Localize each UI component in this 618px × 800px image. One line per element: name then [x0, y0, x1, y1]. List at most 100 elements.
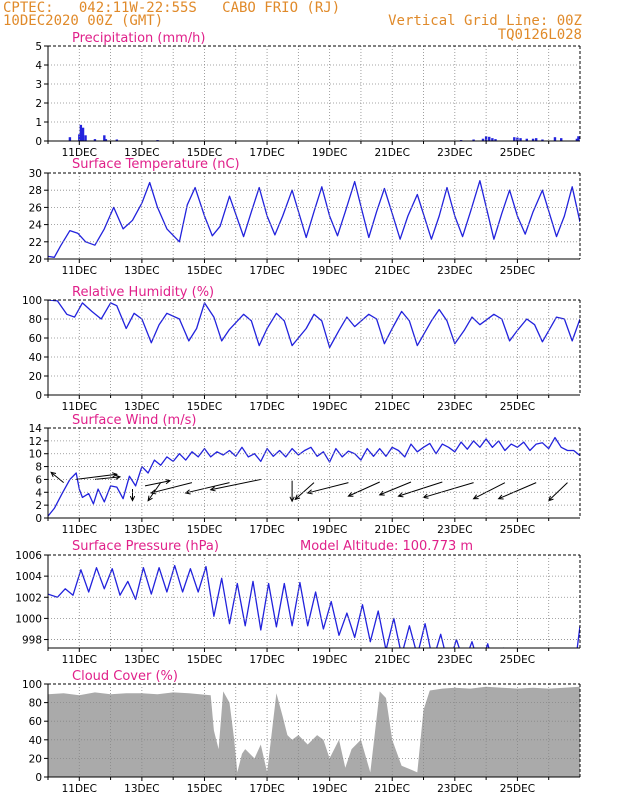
- panel-1: 0 1 2 3 4 5 11DEC 13DEC 15DEC 17DEC 19DEC 21DEC 23DE…: [35, 31, 581, 159]
- y-tick-label: 20: [29, 753, 42, 765]
- x-tick-label: 21DEC: [375, 654, 410, 666]
- x-tick-label: 21DEC: [375, 783, 410, 795]
- wind-arrow-head: [289, 496, 295, 503]
- precip-bar: [553, 137, 557, 141]
- y-tick-label: 60: [29, 716, 42, 728]
- x-tick-label: 25DEC: [500, 401, 535, 413]
- precip-bar: [525, 138, 528, 141]
- x-tick-label: 11DEC: [62, 654, 97, 666]
- y-tick-label: 1004: [15, 571, 42, 583]
- y-tick-label: 0: [35, 136, 42, 148]
- precip-bar: [81, 127, 85, 141]
- y-tick-label: 26: [29, 202, 43, 214]
- wind-arrow: [151, 482, 193, 494]
- y-tick-label: 0: [35, 390, 42, 402]
- x-tick-label: 23DEC: [437, 401, 472, 413]
- precip-bar: [494, 139, 497, 141]
- panel-data: [48, 686, 580, 777]
- wind-arrow-head: [129, 495, 136, 502]
- y-tick-label: 1006: [15, 550, 42, 562]
- precip-bar: [577, 136, 580, 141]
- precip-bar: [103, 135, 106, 141]
- y-tick-label: 3: [35, 79, 42, 91]
- y-tick-label: 10: [29, 449, 42, 461]
- panel-title: Precipitation (mm/h): [72, 31, 205, 46]
- x-tick-label: 25DEC: [500, 654, 535, 666]
- precip-bar: [79, 124, 83, 141]
- y-tick-label: 30: [29, 168, 42, 180]
- x-tick-label: 21DEC: [375, 265, 410, 277]
- y-tick-label: 60: [29, 333, 42, 345]
- y-tick-label: 6: [35, 474, 42, 486]
- wind-arrow-head: [150, 489, 157, 495]
- y-tick-label: 1002: [15, 592, 42, 604]
- panel-data: [48, 436, 580, 517]
- y-tick-label: 20: [29, 254, 42, 266]
- series-line: [48, 180, 580, 258]
- precip-bar: [491, 138, 494, 141]
- model-altitude-label: Model Altitude: 100.773 m: [300, 539, 473, 554]
- panel-2: 20 22 24 26 28 30 11DEC 13DEC 15DEC 17DEC 19DEC 21D…: [29, 157, 581, 277]
- y-tick-label: 80: [29, 698, 42, 710]
- wind-arrow: [498, 482, 537, 500]
- y-tick-label: 0: [35, 513, 42, 525]
- precip-bar: [472, 139, 475, 141]
- y-tick-label: 12: [29, 436, 42, 448]
- x-tick-label: 13DEC: [124, 265, 159, 277]
- panel-data: [68, 124, 580, 141]
- panel-3: 0 20 40 60 80 100 11DEC 13DEC 15DEC 17DEC 19DEC 21D…: [22, 285, 581, 413]
- precip-bar: [531, 138, 535, 141]
- y-tick-label: 2: [35, 98, 42, 110]
- x-tick-label: 19DEC: [312, 401, 347, 413]
- panel-title: Surface Wind (m/s): [72, 413, 196, 428]
- wind-arrow: [398, 481, 443, 497]
- x-tick-label: 23DEC: [437, 783, 472, 795]
- wind-arrow: [423, 482, 474, 498]
- y-tick-label: 14: [29, 423, 43, 435]
- x-tick-label: 13DEC: [124, 654, 159, 666]
- panel-title: Cloud Cover (%): [72, 669, 178, 684]
- precip-bar: [575, 138, 579, 141]
- x-tick-label: 19DEC: [312, 654, 347, 666]
- y-tick-label: 22: [29, 237, 42, 249]
- x-tick-label: 15DEC: [187, 147, 222, 159]
- wind-arrow: [307, 482, 349, 494]
- y-tick-label: 80: [29, 314, 42, 326]
- y-tick-label: 20: [29, 371, 42, 383]
- precip-bar: [513, 137, 516, 141]
- x-tick-label: 19DEC: [312, 524, 347, 536]
- panel-data: [48, 564, 580, 648]
- x-tick-label: 11DEC: [62, 401, 97, 413]
- x-tick-label: 11DEC: [62, 147, 97, 159]
- wind-arrow: [76, 473, 117, 480]
- panel-5: 998 1000 1002 1004 1006 11DEC 13DEC 15DEC 17DEC 1…: [15, 539, 581, 666]
- x-tick-label: 17DEC: [249, 654, 284, 666]
- x-tick-label: 25DEC: [500, 147, 535, 159]
- precip-bar: [104, 139, 108, 141]
- x-tick-label: 23DEC: [437, 524, 472, 536]
- y-tick-label: 2: [35, 500, 42, 512]
- wind-arrow: [548, 482, 568, 502]
- precip-bar: [115, 139, 119, 141]
- panel-data: [48, 180, 580, 258]
- x-tick-label: 19DEC: [312, 147, 347, 159]
- x-tick-label: 23DEC: [437, 147, 472, 159]
- precip-bar: [560, 138, 563, 141]
- x-tick-label: 17DEC: [249, 783, 284, 795]
- x-tick-label: 23DEC: [437, 265, 472, 277]
- panel-title: Surface Pressure (hPa): [72, 539, 219, 554]
- precip-bar: [93, 139, 97, 141]
- y-tick-label: 1: [35, 117, 42, 129]
- x-tick-label: 25DEC: [500, 783, 535, 795]
- x-tick-label: 17DEC: [249, 147, 284, 159]
- wind-arrow-head: [497, 494, 504, 500]
- x-tick-label: 19DEC: [312, 265, 347, 277]
- y-tick-label: 28: [29, 185, 42, 197]
- model-code-header: TQ0126L028: [497, 27, 582, 43]
- y-tick-label: 40: [29, 352, 42, 364]
- wind-arrow: [379, 481, 412, 496]
- y-tick-label: 100: [22, 295, 42, 307]
